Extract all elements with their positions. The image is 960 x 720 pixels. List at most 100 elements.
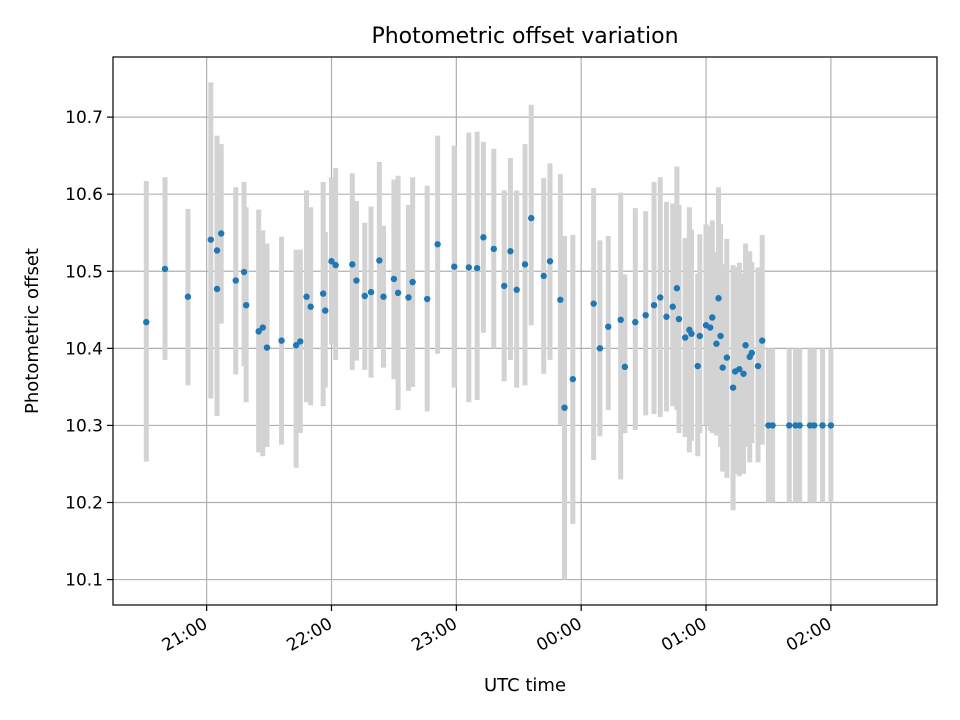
data-point <box>161 265 169 273</box>
data-point <box>307 303 314 310</box>
y-tick-label: 10.3 <box>65 416 103 436</box>
data-point <box>480 234 487 241</box>
data-point <box>632 318 639 326</box>
data-point <box>740 370 747 377</box>
data-point <box>143 318 150 326</box>
data-point <box>742 342 749 349</box>
x-tick-label: 00:00 <box>533 614 585 656</box>
y-tick-label: 10.7 <box>65 108 103 128</box>
y-tick-label: 10.2 <box>65 493 103 513</box>
data-point <box>319 290 327 297</box>
data-point <box>473 264 481 272</box>
data-point <box>394 289 402 297</box>
y-axis-ticks: 10.1 10.2 10.3 10.4 10.5 10.6 10.7 <box>65 108 113 591</box>
data-point <box>759 337 766 344</box>
data-point <box>819 422 826 429</box>
data-point <box>754 362 762 370</box>
data-point <box>367 288 375 296</box>
data-point <box>675 315 683 323</box>
data-point <box>332 261 339 269</box>
data-point <box>303 293 310 300</box>
data-point <box>521 261 529 268</box>
data-point <box>709 314 716 321</box>
data-point <box>769 422 776 429</box>
data-point <box>424 295 431 303</box>
data-point <box>673 285 681 292</box>
data-point <box>590 300 597 307</box>
data-point <box>405 294 412 301</box>
x-axis-ticks: 21:00 22:00 23:00 00:00 01:00 02:00 <box>159 605 835 656</box>
data-point <box>322 307 329 314</box>
x-tick-label: 01:00 <box>658 614 710 656</box>
data-point <box>669 303 676 310</box>
data-point <box>232 277 239 284</box>
data-point <box>361 292 368 300</box>
data-point <box>240 268 248 276</box>
data-point <box>663 313 670 320</box>
x-axis-label: UTC time <box>484 675 566 696</box>
data-point <box>723 354 731 361</box>
chart-title: Photometric offset variation <box>371 24 678 49</box>
data-point <box>184 293 192 300</box>
data-point <box>507 248 514 255</box>
data-point <box>278 337 285 344</box>
data-point <box>706 324 714 331</box>
data-point <box>736 365 743 373</box>
data-points <box>143 214 835 429</box>
data-point <box>557 296 564 303</box>
data-point <box>713 340 720 347</box>
x-tick-label: 23:00 <box>408 614 460 656</box>
x-tick-label: 21:00 <box>159 614 211 656</box>
data-point <box>642 311 649 319</box>
data-point <box>353 277 360 284</box>
data-point <box>500 282 508 290</box>
data-point <box>390 275 398 283</box>
data-point <box>546 258 554 265</box>
data-point <box>729 384 737 391</box>
data-point <box>596 345 604 352</box>
data-point <box>540 272 547 280</box>
data-point <box>513 286 520 293</box>
data-point <box>263 344 271 351</box>
data-point <box>650 301 658 309</box>
data-point <box>694 362 701 370</box>
data-point <box>213 247 221 254</box>
data-point <box>657 294 664 301</box>
data-point <box>465 264 473 271</box>
data-point <box>490 245 497 253</box>
data-point <box>569 375 577 383</box>
data-point <box>605 323 612 330</box>
x-tick-label: 22:00 <box>284 614 336 656</box>
data-point <box>796 422 803 429</box>
data-point <box>811 422 818 429</box>
data-point <box>528 214 535 222</box>
data-point <box>218 230 225 237</box>
data-point <box>621 363 629 371</box>
data-point <box>717 332 724 340</box>
data-point <box>696 332 703 340</box>
data-point <box>561 404 568 411</box>
data-point <box>297 338 304 345</box>
data-point <box>786 422 793 429</box>
data-point <box>617 316 624 324</box>
y-axis-label: Photometric offset <box>22 248 43 414</box>
data-point <box>292 342 300 349</box>
data-point <box>255 328 262 335</box>
data-point <box>242 301 250 309</box>
data-point <box>719 364 726 371</box>
data-point <box>349 261 356 268</box>
data-point <box>688 330 695 337</box>
y-tick-label: 10.6 <box>65 185 103 205</box>
data-point <box>207 236 214 243</box>
y-tick-label: 10.5 <box>65 262 103 282</box>
data-point <box>827 422 835 429</box>
data-point <box>715 295 722 302</box>
data-point <box>328 258 335 265</box>
data-point <box>409 278 416 286</box>
data-point <box>451 263 458 270</box>
y-tick-label: 10.4 <box>65 339 103 359</box>
data-point <box>682 334 689 341</box>
data-point <box>434 241 441 248</box>
data-point <box>380 293 387 300</box>
